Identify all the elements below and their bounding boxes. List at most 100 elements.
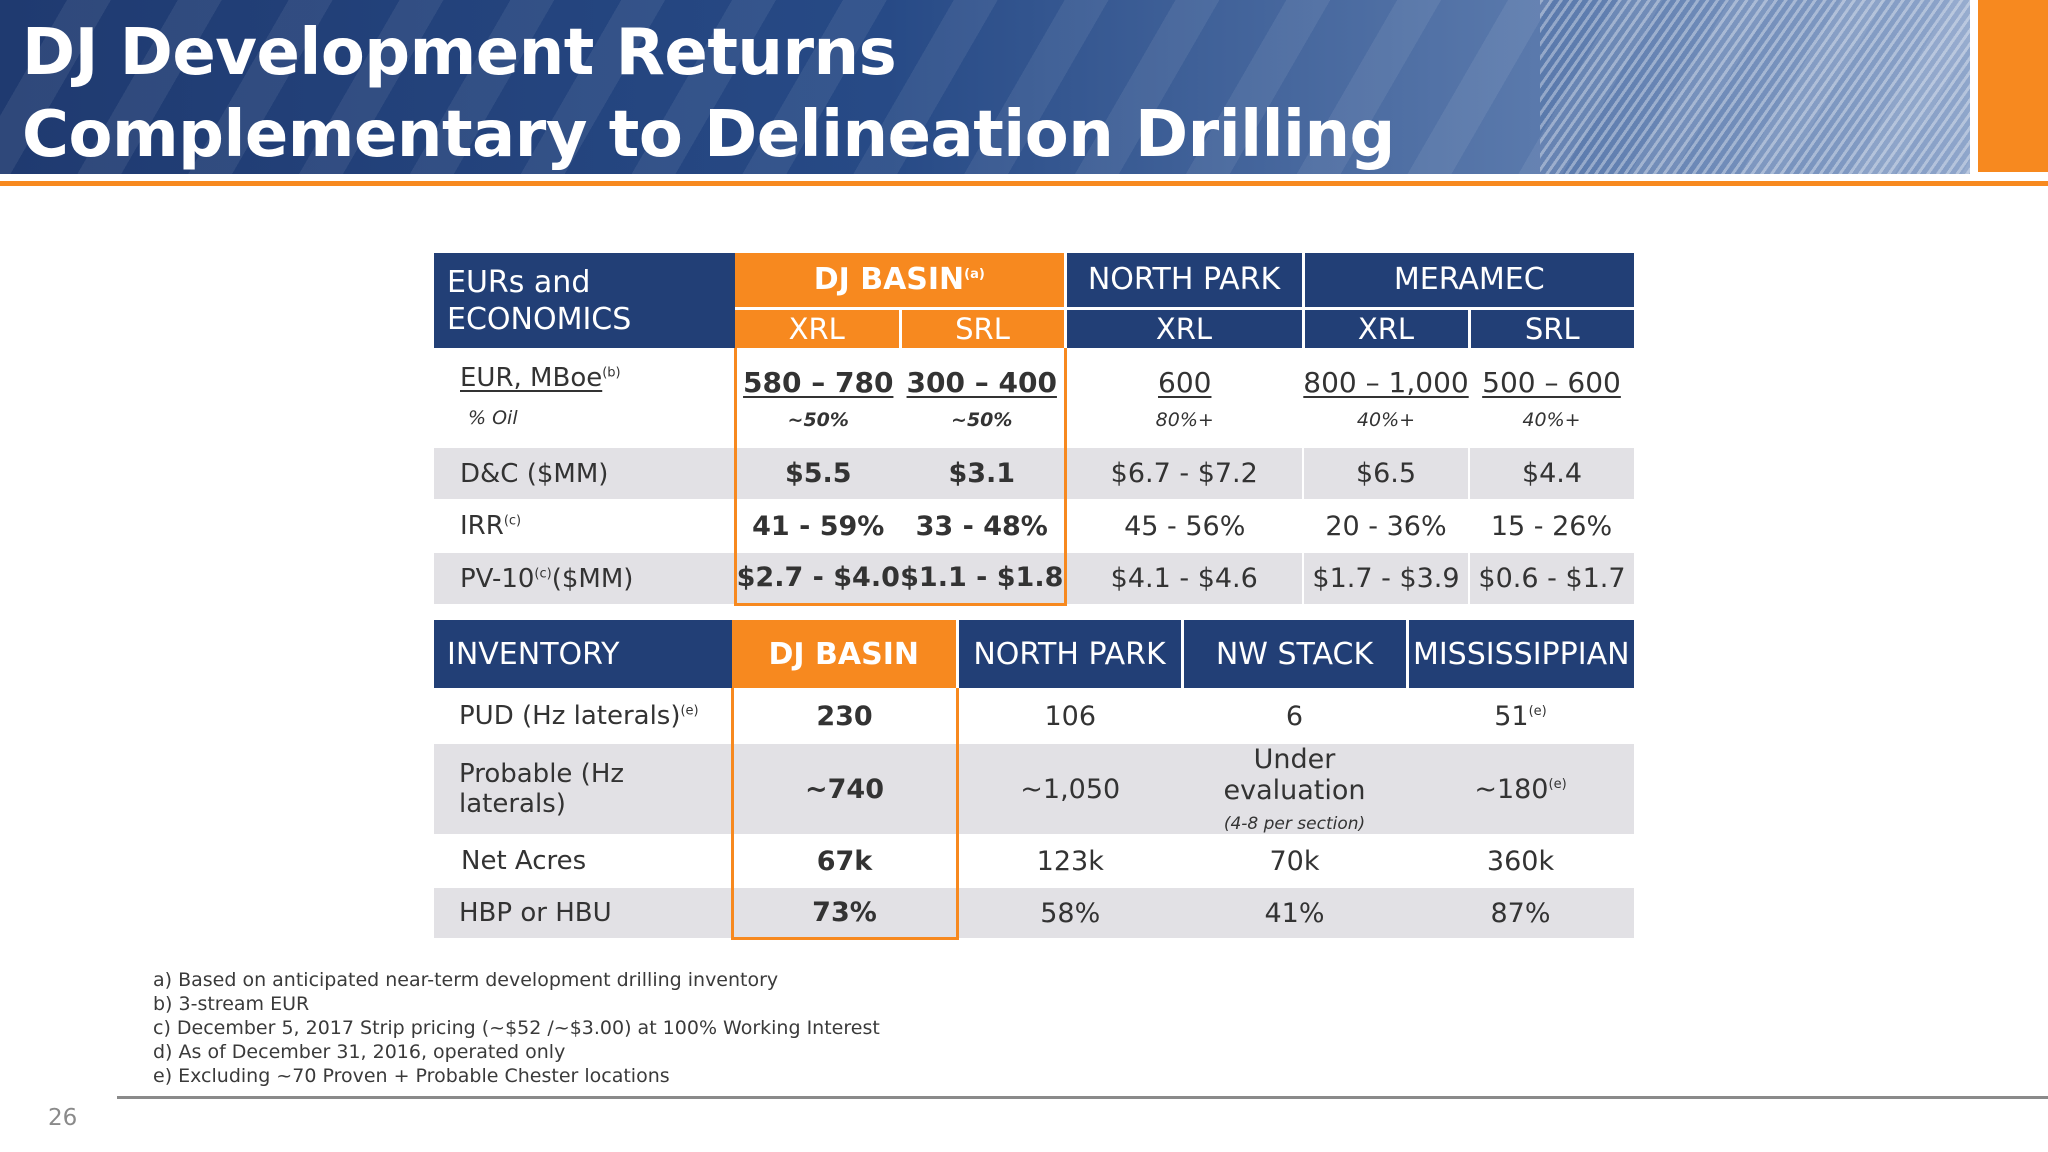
inventory-header-nw-stack: NW STACK — [1180, 620, 1407, 688]
dj-basin-footnote-ref: (a) — [964, 267, 985, 283]
subhead-mer-xrl: XRL — [1301, 306, 1469, 348]
eur-cell-dj-srl: 300 – 400 ~50% — [900, 348, 1067, 448]
hbp-north-park: 58% — [957, 888, 1182, 938]
dc-np-xrl: $6.7 - $7.2 — [1065, 448, 1304, 499]
net-acres-dj-basin: 67k — [730, 834, 959, 888]
pud-row-label: PUD (Hz laterals)(e) — [434, 688, 732, 744]
footnote-a: a) Based on anticipated near-term develo… — [153, 969, 779, 991]
probable-miss-footnote-ref: (e) — [1548, 776, 1567, 792]
oil-value: 40%+ — [1522, 408, 1581, 431]
pv10-mer-srl: $0.6 - $1.7 — [1469, 553, 1634, 604]
eur-cell-dj-xrl: 580 – 780 ~50% — [733, 348, 900, 448]
dc-mer-xrl: $6.5 — [1303, 448, 1470, 499]
footnotes: a) Based on anticipated near-term develo… — [153, 968, 880, 1088]
eur-value: 600 — [1158, 365, 1212, 399]
net-acres-mississippian: 360k — [1407, 834, 1634, 888]
pv10-label: PV-10 — [460, 563, 535, 594]
pud-mississippian: 51 — [1494, 700, 1529, 732]
pud-nw-stack: 6 — [1182, 688, 1407, 744]
pv10-footnote-ref: (c) — [534, 565, 552, 581]
table-row: IRR(c) 41 - 59% 33 - 48% 45 - 56% 20 - 3… — [434, 499, 1634, 553]
pv10-label-unit: ($MM) — [551, 563, 634, 594]
irr-row-label: IRR(c) — [434, 499, 735, 553]
corner-label-line1: EURs and — [447, 264, 591, 300]
footnote-d: d) As of December 31, 2016, operated onl… — [153, 1041, 566, 1063]
eur-cell-np-xrl: 600 80%+ — [1065, 348, 1303, 448]
oil-value: ~50% — [951, 408, 1013, 431]
eur-footnote-ref: (b) — [602, 365, 621, 381]
economics-corner-header: EURs and ECONOMICS — [434, 253, 735, 348]
probable-label: Probable (Hz laterals) — [434, 744, 732, 834]
table-row: HBP or HBU 73% 58% 41% 87% — [434, 888, 1634, 940]
inventory-table: INVENTORY DJ BASIN NORTH PARK NW STACK M… — [434, 620, 1634, 940]
table-row: PUD (Hz laterals)(e) 230 106 6 51(e) — [434, 688, 1634, 744]
pud-miss-footnote-ref: (e) — [1528, 703, 1547, 719]
subhead-dj-xrl: XRL — [735, 306, 900, 348]
irr-dj-xrl: 41 - 59% — [733, 499, 900, 553]
irr-mer-xrl: 20 - 36% — [1303, 499, 1469, 553]
hbp-label: HBP or HBU — [434, 888, 732, 938]
net-acres-north-park: 123k — [957, 834, 1182, 888]
footnote-b: b) 3-stream EUR — [153, 993, 310, 1015]
inventory-header-north-park: NORTH PARK — [955, 620, 1182, 688]
irr-footnote-ref: (c) — [503, 513, 522, 529]
eur-value: 800 – 1,000 — [1303, 365, 1469, 399]
irr-mer-srl: 15 - 26% — [1469, 499, 1634, 553]
irr-dj-srl: 33 - 48% — [900, 499, 1067, 553]
meramec-group-header: MERAMEC — [1301, 253, 1634, 308]
probable-mississippian-cell: ~180(e) — [1407, 744, 1634, 834]
corner-label-line2: ECONOMICS — [447, 301, 632, 337]
pv10-row-label: PV-10(c)($MM) — [434, 553, 735, 604]
page-number: 26 — [48, 1105, 78, 1131]
inventory-header-label: INVENTORY — [434, 620, 732, 688]
eur-row-label: EUR, MBoe(b) % Oil — [434, 348, 735, 448]
bottom-divider — [117, 1096, 2048, 1099]
pud-label: PUD (Hz laterals) — [459, 701, 681, 731]
title-banner — [0, 0, 1970, 174]
probable-nw-stack-sub: (4-8 per section) — [1223, 814, 1366, 834]
pv10-np-xrl: $4.1 - $4.6 — [1065, 553, 1304, 604]
dj-basin-label: DJ BASIN — [813, 262, 965, 298]
oil-label: % Oil — [468, 407, 518, 429]
probable-north-park: ~1,050 — [957, 744, 1182, 834]
table-row: Net Acres 67k 123k 70k 360k — [434, 834, 1634, 888]
pud-mississippian-cell: 51(e) — [1407, 688, 1634, 744]
dc-mer-srl: $4.4 — [1469, 448, 1634, 499]
probable-nw-stack-cell: Under evaluation (4-8 per section) — [1182, 744, 1407, 834]
dj-basin-group-header: DJ BASIN(a) — [735, 253, 1065, 308]
subhead-np-xrl: XRL — [1063, 306, 1303, 348]
oil-value: 40%+ — [1356, 408, 1416, 431]
dc-dj-xrl: $5.5 — [733, 448, 900, 499]
probable-nw-stack: Under evaluation — [1223, 744, 1366, 806]
table-row: EUR, MBoe(b) % Oil 580 – 780 ~50% 300 – … — [434, 348, 1634, 448]
north-park-group-header: NORTH PARK — [1063, 253, 1303, 308]
net-acres-nw-stack: 70k — [1182, 834, 1407, 888]
table-row: PV-10(c)($MM) $2.7 - $4.0 $1.1 - $1.8 $4… — [434, 553, 1634, 606]
banner-stripes — [1540, 0, 1970, 174]
dc-label: D&C ($MM) — [434, 448, 735, 499]
pv10-mer-xrl: $1.7 - $3.9 — [1303, 553, 1470, 604]
pud-north-park: 106 — [957, 688, 1182, 744]
irr-np-xrl: 45 - 56% — [1065, 499, 1303, 553]
table-row: D&C ($MM) $5.5 $3.1 $6.7 - $7.2 $6.5 $4.… — [434, 448, 1634, 499]
subhead-mer-srl: SRL — [1467, 306, 1634, 348]
dc-dj-srl: $3.1 — [900, 448, 1067, 499]
hbp-mississippian: 87% — [1407, 888, 1634, 938]
oil-value: 80%+ — [1155, 408, 1214, 431]
pud-footnote-ref: (e) — [680, 703, 699, 719]
title-line-1: DJ Development Returns — [22, 16, 897, 90]
eur-value: 500 – 600 — [1482, 365, 1621, 399]
page-title: DJ Development Returns Complementary to … — [22, 12, 1395, 176]
inventory-header-mississippian: MISSISSIPPIAN — [1405, 620, 1634, 688]
title-line-2: Complementary to Delineation Drilling — [22, 98, 1395, 172]
eur-label: EUR, MBoe — [460, 363, 603, 393]
subhead-dj-srl: SRL — [898, 306, 1065, 348]
irr-label: IRR — [460, 511, 504, 541]
footnote-e: e) Excluding ~70 Proven + Probable Chest… — [153, 1065, 670, 1087]
eur-cell-mer-xrl: 800 – 1,000 40%+ — [1303, 348, 1469, 448]
inventory-header-dj-basin: DJ BASIN — [732, 620, 957, 688]
hbp-dj-basin: 73% — [730, 888, 959, 940]
hbp-nw-stack: 41% — [1182, 888, 1407, 938]
net-acres-label: Net Acres — [434, 834, 732, 888]
economics-table: EURs and ECONOMICS DJ BASIN(a) NORTH PAR… — [434, 253, 1634, 606]
